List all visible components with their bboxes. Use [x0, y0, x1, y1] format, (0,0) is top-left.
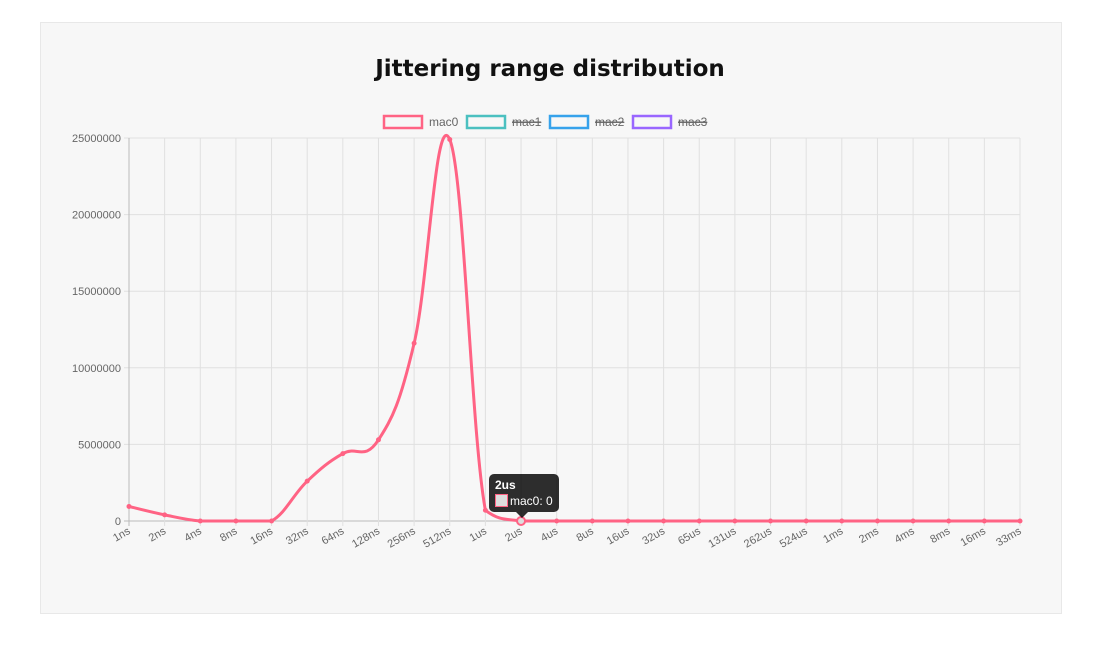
data-point: [340, 451, 346, 457]
x-tick-label: 65us: [676, 525, 703, 548]
x-tick-label: 2ms: [857, 525, 881, 546]
x-tick-label: 4ms: [893, 525, 917, 546]
data-point: [803, 518, 809, 524]
data-point: [516, 516, 527, 526]
data-point: [910, 518, 916, 524]
x-tick-label: 33ms: [994, 525, 1024, 549]
data-point: [304, 478, 310, 484]
chart-title: Jittering range distribution: [375, 56, 725, 82]
data-point: [768, 518, 774, 524]
x-tick-label: 8us: [574, 525, 596, 545]
x-tick-label: 524us: [778, 525, 810, 551]
y-tick-label: 20000000: [72, 210, 121, 222]
data-point: [732, 518, 738, 524]
x-tick-label: 512ns: [421, 525, 453, 551]
y-tick-label: 0: [115, 516, 121, 528]
x-tick-label: 16us: [605, 525, 632, 548]
x-tick-label: 4ns: [182, 525, 204, 545]
tooltip-swatch: [495, 494, 508, 507]
x-tick-label: 32us: [640, 525, 667, 548]
x-tick-label: 16ns: [248, 525, 275, 548]
data-point: [269, 518, 275, 524]
series-line-mac0: [128, 134, 1020, 523]
data-point: [946, 518, 952, 524]
data-point: [661, 518, 667, 524]
data-point: [162, 512, 168, 518]
x-tick-label: 64ns: [320, 525, 347, 548]
x-tick-label: 131us: [706, 525, 738, 551]
x-tick-label: 4us: [539, 525, 561, 545]
tooltip: 2us mac0: 0: [489, 474, 559, 518]
x-tick-label: 16ms: [959, 525, 989, 549]
x-tick-label: 8ms: [928, 525, 952, 546]
x-tick-label: 32ns: [284, 525, 311, 548]
data-point: [589, 518, 595, 524]
data-point: [981, 518, 987, 524]
x-tick-label: 256ns: [386, 525, 418, 551]
y-tick-label: 5000000: [78, 439, 121, 451]
data-point: [197, 518, 203, 524]
x-tick-label: 2us: [503, 525, 525, 545]
legend-swatch-mac0: [382, 114, 424, 130]
tooltip-label: mac0: 0: [510, 494, 553, 508]
data-point: [625, 518, 631, 524]
data-point: [411, 340, 417, 346]
data-point: [233, 518, 239, 524]
data-point: [839, 518, 845, 524]
x-tick-label: 1ms: [821, 525, 845, 546]
legend-swatch-mac2: [548, 114, 590, 130]
y-tick-label: 25000000: [72, 133, 121, 145]
y-tick-label: 10000000: [72, 363, 121, 375]
x-tick-label: 1us: [468, 525, 490, 545]
x-tick-label: 128ns: [350, 525, 382, 551]
data-point: [482, 507, 488, 513]
data-point: [126, 503, 132, 509]
data-point: [447, 137, 453, 143]
x-tick-label: 8ns: [218, 525, 240, 545]
tooltip-title: 2us: [495, 478, 516, 492]
legend-label-mac0[interactable]: mac0: [429, 115, 459, 129]
x-tick-label: 2ns: [147, 525, 169, 545]
legend-swatch-mac1: [465, 114, 507, 130]
x-tick-label: 262us: [742, 525, 774, 551]
data-point: [874, 518, 880, 524]
y-tick-label: 15000000: [72, 286, 121, 298]
data-point: [696, 518, 702, 524]
data-point: [1017, 518, 1023, 524]
data-point: [375, 437, 381, 443]
data-point: [554, 518, 560, 524]
legend-swatch-mac3: [631, 114, 673, 130]
